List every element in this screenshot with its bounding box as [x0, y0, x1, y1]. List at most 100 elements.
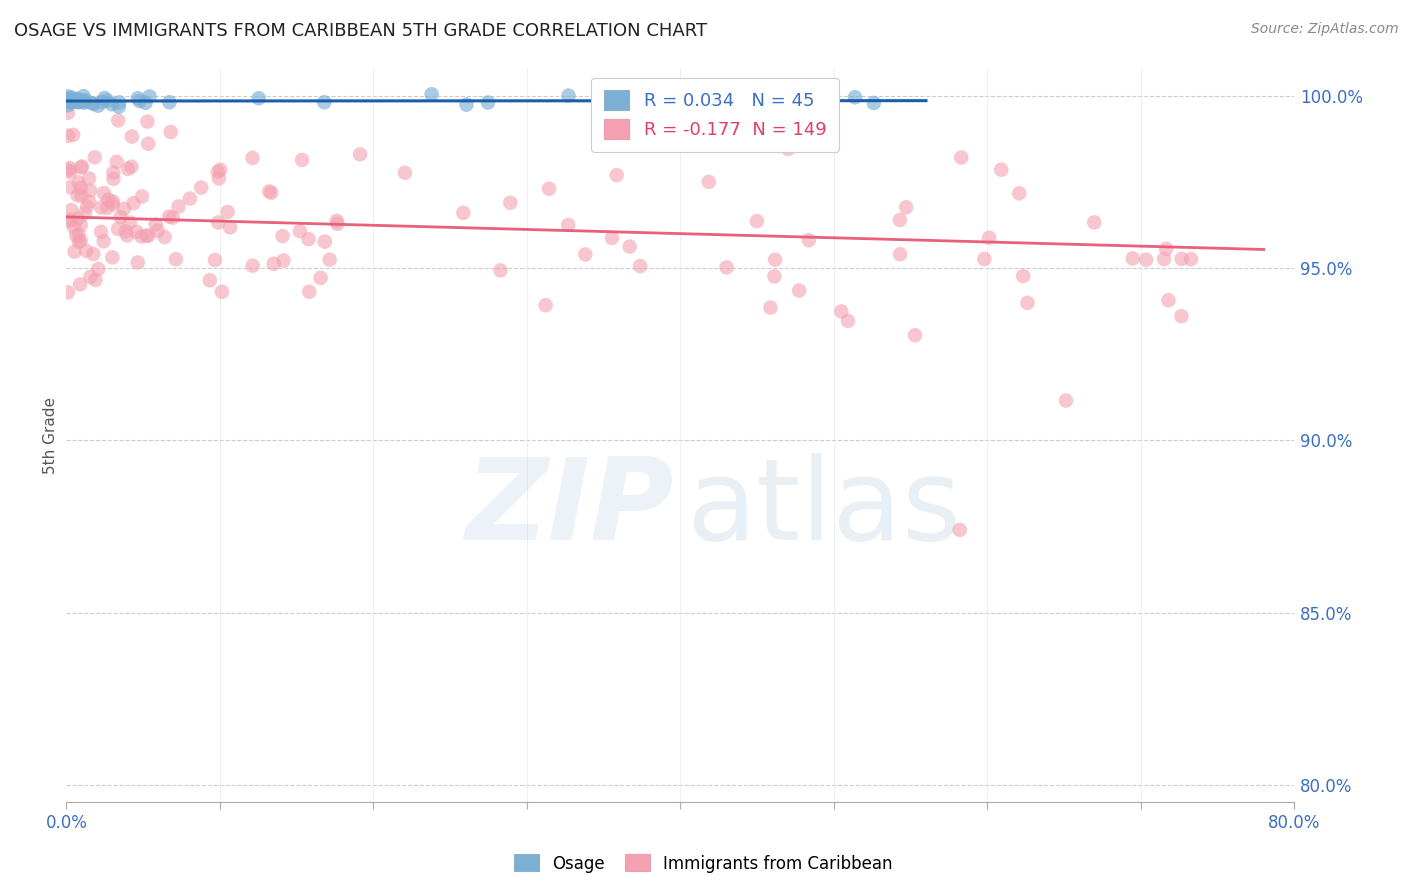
Point	[453, 206, 475, 220]
Point	[394, 166, 416, 180]
Point	[619, 239, 641, 253]
Point	[650, 97, 672, 112]
Point	[157, 210, 180, 224]
Point	[128, 94, 150, 108]
Point	[167, 200, 190, 214]
Point	[1122, 252, 1144, 266]
Point	[787, 284, 810, 298]
Point	[93, 186, 115, 200]
Point	[600, 231, 623, 245]
Point	[198, 273, 221, 287]
Point	[69, 277, 91, 292]
Point	[131, 189, 153, 203]
Point	[70, 160, 93, 174]
Point	[489, 263, 512, 277]
Point	[97, 193, 120, 207]
Point	[69, 180, 91, 194]
Point	[117, 161, 139, 176]
Point	[950, 151, 973, 165]
Point	[349, 147, 371, 161]
Point	[60, 212, 83, 227]
Text: ZIP: ZIP	[465, 453, 675, 564]
Point	[127, 91, 149, 105]
Point	[759, 301, 782, 315]
Point	[58, 93, 80, 107]
Point	[1153, 252, 1175, 266]
Point	[60, 90, 83, 104]
Point	[115, 228, 138, 243]
Point	[207, 165, 229, 179]
Point	[242, 151, 264, 165]
Point	[70, 161, 93, 175]
Point	[107, 222, 129, 236]
Point	[1012, 268, 1035, 283]
Point	[58, 161, 80, 175]
Point	[628, 259, 651, 273]
Point	[889, 247, 911, 261]
Point	[1170, 310, 1192, 324]
Point	[837, 314, 859, 328]
Point	[56, 95, 79, 109]
Point	[309, 270, 332, 285]
Point	[125, 225, 148, 239]
Point	[291, 153, 314, 167]
Point	[534, 298, 557, 312]
Point	[87, 262, 110, 277]
Point	[93, 91, 115, 105]
Point	[242, 259, 264, 273]
Point	[79, 269, 101, 284]
Point	[56, 128, 79, 143]
Point	[138, 89, 160, 103]
Point	[606, 168, 628, 182]
Point	[136, 136, 159, 151]
Point	[207, 215, 229, 229]
Point	[557, 218, 579, 232]
Point	[108, 100, 131, 114]
Point	[75, 93, 97, 107]
Point	[219, 220, 242, 235]
Point	[73, 95, 96, 110]
Point	[118, 215, 141, 229]
Point	[973, 252, 995, 266]
Point	[84, 273, 107, 287]
Point	[204, 252, 226, 267]
Point	[990, 162, 1012, 177]
Point	[103, 171, 125, 186]
Point	[145, 218, 167, 232]
Point	[58, 214, 80, 228]
Legend: R = 0.034   N = 45, R = -0.177  N = 149: R = 0.034 N = 45, R = -0.177 N = 149	[591, 78, 839, 152]
Point	[62, 128, 84, 142]
Point	[209, 162, 232, 177]
Point	[979, 231, 1001, 245]
Point	[73, 206, 96, 220]
Point	[77, 171, 100, 186]
Point	[153, 230, 176, 244]
Point	[66, 92, 89, 106]
Point	[1017, 295, 1039, 310]
Point	[1180, 252, 1202, 267]
Point	[263, 257, 285, 271]
Point	[146, 224, 169, 238]
Point	[697, 175, 720, 189]
Point	[67, 211, 90, 226]
Point	[557, 88, 579, 103]
Point	[63, 220, 86, 235]
Point	[763, 252, 786, 267]
Point	[58, 162, 80, 177]
Point	[136, 228, 159, 243]
Point	[83, 150, 105, 164]
Point	[1008, 186, 1031, 201]
Point	[136, 114, 159, 128]
Point	[105, 154, 128, 169]
Point	[326, 217, 349, 231]
Point	[59, 180, 82, 194]
Point	[56, 105, 79, 120]
Point	[456, 97, 478, 112]
Point	[165, 252, 187, 267]
Point	[65, 92, 87, 106]
Point	[59, 165, 82, 179]
Point	[83, 96, 105, 111]
Point	[179, 192, 201, 206]
Point	[574, 247, 596, 261]
Point	[288, 224, 311, 238]
